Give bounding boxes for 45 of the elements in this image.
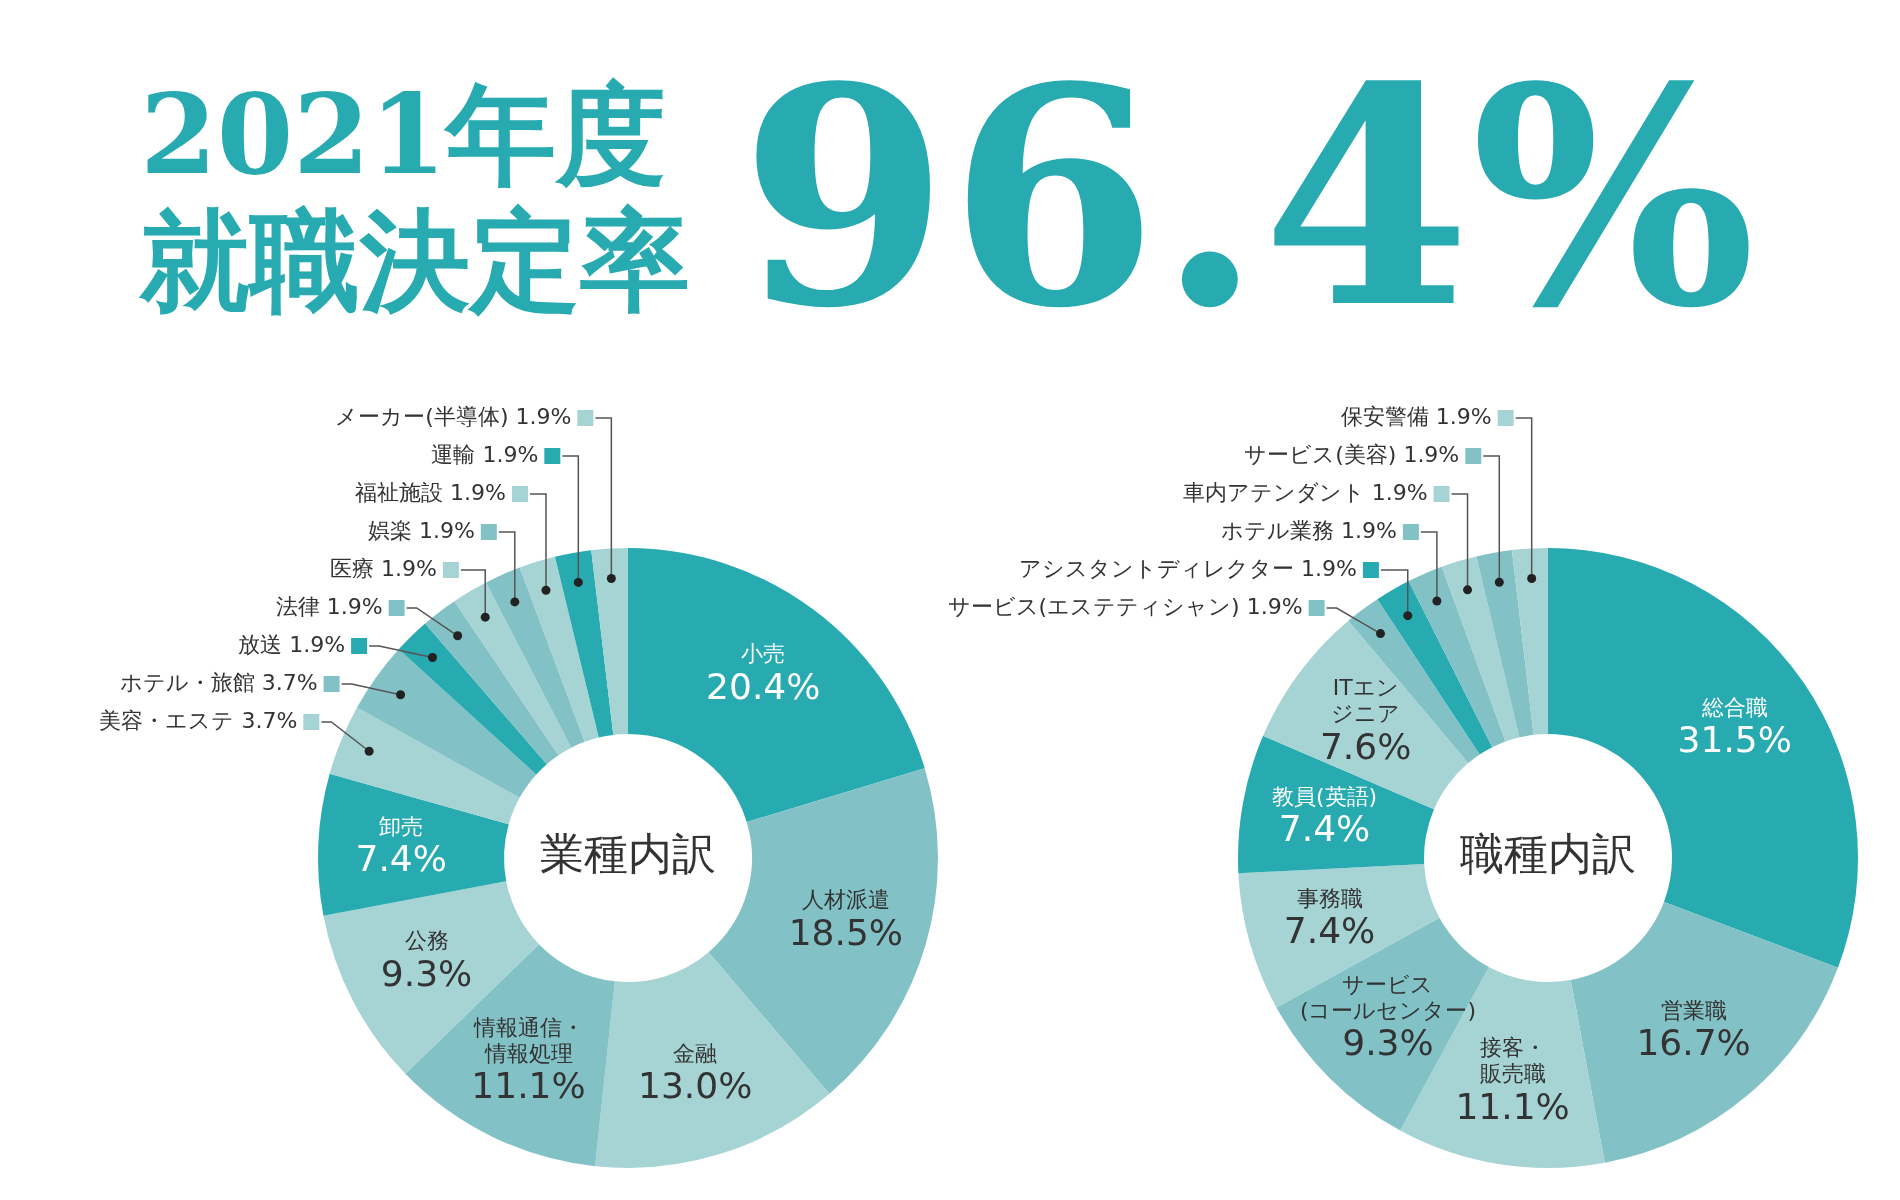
legend-label: 車内アテンダント 1.9% <box>1182 479 1428 505</box>
slice-label: 人材派遣 <box>801 887 890 913</box>
data-label: 7.4% <box>355 838 447 880</box>
legend-label: 保安警備 1.9% <box>1340 403 1492 429</box>
legend-label: 法律 1.9% <box>275 593 383 619</box>
data-label: 31.5% <box>1677 719 1792 761</box>
slice-label: 事務職 <box>1296 885 1363 911</box>
text: 職種内訳 <box>1460 828 1636 880</box>
slice-label: 公務 <box>404 928 449 954</box>
legend-label: 美容・エステ 3.7% <box>99 707 298 733</box>
legend-label: ホテル・旅館 3.7% <box>119 669 318 695</box>
slice-label: 総合職 <box>1700 694 1768 720</box>
slice-label: 小売 <box>741 641 786 667</box>
legend-label: サービス(美容) 1.9% <box>1244 441 1460 467</box>
slice-label: 情報通信・情報処理 <box>472 1014 584 1066</box>
legend-label: 医療 1.9% <box>330 555 437 581</box>
slice-label: 教員(英語) <box>1272 783 1378 809</box>
slice-label: 接客・販売職 <box>1479 1034 1546 1086</box>
text: 2021年度就職決定率 <box>140 69 692 325</box>
data-label: 20.4% <box>706 666 821 708</box>
legend-label: アシスタントディレクター 1.9% <box>1019 555 1357 581</box>
text: 96.4% <box>740 21 1756 374</box>
data-label: 7.4% <box>1278 808 1371 850</box>
legend-label: 娯楽 1.9% <box>367 517 475 543</box>
slice-label: 金融 <box>673 1040 718 1066</box>
data-label: 16.7% <box>1636 1022 1751 1064</box>
legend-label: 放送 1.9% <box>238 631 346 657</box>
text: 業種内訳 <box>540 828 716 880</box>
data-label: 11.1% <box>1455 1085 1570 1127</box>
data-label: 11.1% <box>471 1065 586 1107</box>
legend-label: 運輸 1.9% <box>431 441 539 467</box>
slice-label: ITエンジニア <box>1331 675 1401 727</box>
legend-label: 福祉施設 1.9% <box>355 479 506 505</box>
data-label: 9.3% <box>1342 1022 1434 1064</box>
data-label: 7.4% <box>1283 910 1376 952</box>
data-label: 13.0% <box>637 1065 753 1107</box>
legend-label: サービス(エステティシャン) 1.9% <box>947 593 1303 619</box>
data-label: 7.6% <box>1319 726 1412 768</box>
data-label: 9.3% <box>380 952 473 994</box>
slice-label: 営業職 <box>1660 997 1727 1023</box>
data-label: 18.5% <box>788 912 904 954</box>
legend-label: メーカー(半導体) 1.9% <box>335 403 572 429</box>
slice-label: サービス(コールセンター) <box>1299 971 1477 1023</box>
legend-label: ホテル業務 1.9% <box>1221 517 1397 543</box>
slice-label: 卸売 <box>379 813 424 839</box>
